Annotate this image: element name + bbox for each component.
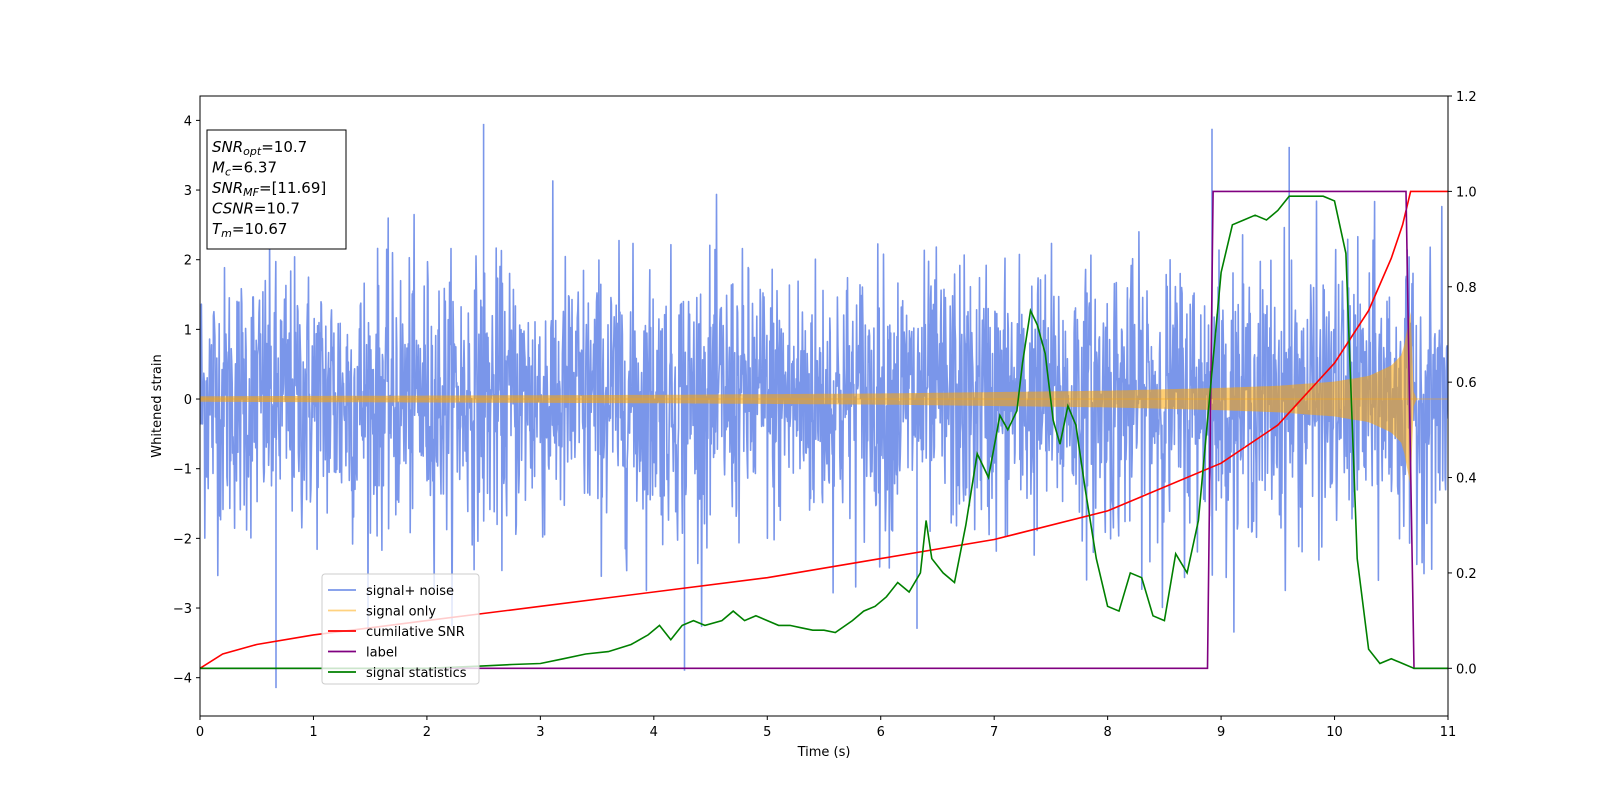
legend-label: label: [366, 646, 397, 661]
x-tick-label: 7: [990, 725, 998, 740]
y-axis-label: Whitened strain: [150, 354, 165, 457]
y-tick-label: −4: [173, 672, 192, 687]
y-tick-label: −3: [173, 602, 192, 617]
legend: signal+ noise signal only cumilative SNR la…: [321, 573, 480, 685]
annotation-box: SNRopt=10.7Mc=6.37SNRMF=[11.69]CSNR=10.7…: [206, 129, 347, 250]
y-tick-label: −2: [173, 532, 192, 547]
x-axis-label: Time (s): [797, 745, 851, 760]
y-axis-left: 4 3 2 1 0 −1 −2 −3 −4: [173, 114, 200, 687]
y-tick-label: −1: [173, 463, 192, 478]
y-tick-label: 3: [184, 184, 192, 199]
legend-label: signal only: [366, 605, 436, 620]
legend-label: signal+ noise: [366, 584, 454, 599]
annotation-line: SNRMF=[11.69]: [212, 179, 326, 199]
legend-label: cumilative SNR: [366, 625, 465, 640]
x-tick-label: 9: [1217, 725, 1225, 740]
x-tick-label: 2: [423, 725, 431, 740]
y2-tick-label: 0.6: [1456, 376, 1477, 391]
x-tick-label: 6: [877, 725, 885, 740]
x-tick-label: 3: [536, 725, 544, 740]
x-tick-label: 11: [1440, 725, 1457, 740]
legend-frame: [321, 573, 480, 685]
y-tick-label: 4: [184, 114, 192, 129]
annotation-line: SNRopt=10.7: [212, 138, 307, 158]
y2-tick-label: 0.2: [1456, 567, 1477, 582]
x-tick-label: 8: [1103, 725, 1111, 740]
annotation-line: Mc=6.37: [212, 159, 277, 179]
x-tick-label: 10: [1326, 725, 1343, 740]
y-axis-right: 1.2 1.0 0.8 0.6 0.4 0.2 0.0: [1448, 90, 1477, 677]
y2-tick-label: 1.2: [1456, 90, 1477, 105]
y2-tick-label: 0.8: [1456, 281, 1477, 296]
y2-tick-label: 0.0: [1456, 662, 1477, 677]
legend-items: signal+ noise signal only cumilative SNR la…: [328, 584, 467, 681]
x-tick-label: 1: [309, 725, 317, 740]
x-tick-label: 0: [196, 725, 204, 740]
y2-tick-label: 0.4: [1456, 472, 1477, 487]
x-tick-label: 5: [763, 725, 771, 740]
plot-frame: [199, 95, 1449, 717]
x-axis: 0 1 2 3 4 5 6 7 8 9 10 11: [196, 716, 1456, 740]
y-tick-label: 2: [184, 254, 192, 269]
x-tick-label: 4: [650, 725, 658, 740]
annotation-lines: SNRopt=10.7Mc=6.37SNRMF=[11.69]CSNR=10.7…: [212, 138, 326, 240]
y-tick-label: 0: [184, 393, 192, 408]
annotation-line: Tm=10.67: [212, 220, 287, 240]
annotation-frame: [206, 129, 347, 250]
legend-label: signal statistics: [366, 666, 467, 681]
y2-tick-label: 1.0: [1456, 185, 1477, 200]
annotation-line: CSNR=10.7: [212, 200, 300, 218]
series-signal-statistics: [200, 195, 1448, 670]
y-tick-label: 1: [184, 323, 192, 338]
